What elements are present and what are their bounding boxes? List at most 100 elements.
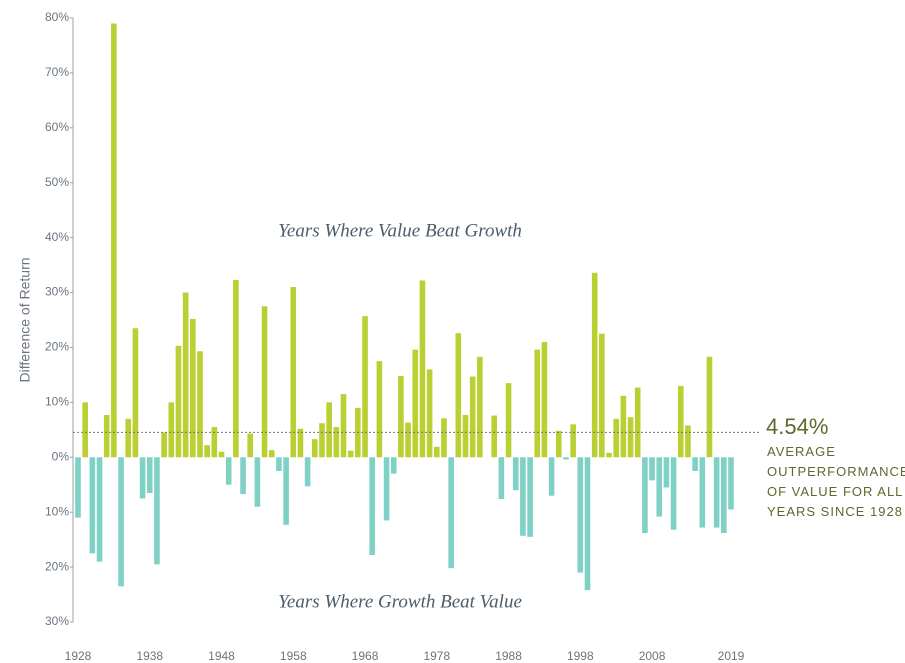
bar xyxy=(333,427,340,458)
bar xyxy=(139,457,146,499)
bar xyxy=(670,457,677,530)
bar xyxy=(599,333,605,458)
bar xyxy=(677,385,684,458)
y-tick-label: 30% xyxy=(45,285,69,299)
bar xyxy=(190,318,196,458)
bar xyxy=(82,402,88,458)
bar xyxy=(233,279,239,458)
bar xyxy=(383,457,390,521)
bar xyxy=(606,452,612,458)
bar xyxy=(721,457,727,534)
y-axis-label: Difference of Return xyxy=(17,257,33,382)
bar xyxy=(225,457,232,485)
x-tick-label: 1958 xyxy=(280,649,307,663)
bar xyxy=(369,457,376,556)
annotation: Years Where Value Beat Growth xyxy=(278,220,522,241)
y-tick-label: 10% xyxy=(45,395,69,409)
bar xyxy=(290,287,297,458)
x-tick-label: 1928 xyxy=(65,649,92,663)
y-tick-label: 30% xyxy=(45,614,69,628)
bar xyxy=(441,418,447,458)
y-tick-label: 80% xyxy=(45,10,69,24)
x-tick-label: 1988 xyxy=(495,649,522,663)
bar xyxy=(326,402,332,458)
bar xyxy=(713,457,720,528)
bar xyxy=(512,457,519,491)
bar xyxy=(312,439,318,458)
bar xyxy=(433,446,440,458)
bar xyxy=(455,333,462,458)
bar xyxy=(419,280,426,458)
y-tick-label: 10% xyxy=(45,504,69,518)
bar xyxy=(555,430,562,458)
x-tick-label: 1978 xyxy=(423,649,450,663)
average-label: 4.54% xyxy=(766,414,828,439)
annotation: Years Where Growth Beat Value xyxy=(278,591,522,612)
bar xyxy=(261,306,268,458)
bar xyxy=(426,369,433,458)
bar xyxy=(620,395,627,458)
bar xyxy=(376,361,383,458)
bar xyxy=(663,457,670,488)
bar xyxy=(728,457,734,510)
bar xyxy=(685,425,691,458)
bar xyxy=(584,457,591,591)
bar xyxy=(118,457,124,587)
bar xyxy=(211,427,218,458)
x-tick-label: 1938 xyxy=(136,649,163,663)
bar xyxy=(477,356,483,458)
y-tick-label: 60% xyxy=(45,120,69,134)
bar xyxy=(591,272,598,458)
bar xyxy=(498,457,505,500)
bar xyxy=(132,328,139,458)
bar xyxy=(297,428,304,458)
bar xyxy=(462,414,469,458)
bar xyxy=(276,457,282,471)
x-tick-label: 1948 xyxy=(208,649,235,663)
bar xyxy=(283,457,289,525)
bar xyxy=(469,376,476,458)
bar xyxy=(527,457,533,537)
bar xyxy=(656,457,663,517)
bar xyxy=(491,415,497,458)
bar xyxy=(448,457,454,569)
bar xyxy=(111,23,117,458)
bar xyxy=(627,417,634,458)
bar xyxy=(362,316,368,458)
bar xyxy=(412,349,419,458)
bar xyxy=(240,457,246,495)
y-tick-label: 70% xyxy=(45,65,69,79)
y-tick-label: 50% xyxy=(45,175,69,189)
bar xyxy=(103,414,110,458)
bar xyxy=(398,376,404,458)
bar xyxy=(649,457,655,481)
y-tick-label: 20% xyxy=(45,340,69,354)
bar xyxy=(505,383,512,458)
bar xyxy=(125,418,132,458)
bar xyxy=(390,457,397,474)
bar xyxy=(548,457,555,496)
bar xyxy=(247,433,254,458)
bar xyxy=(96,457,103,562)
bar xyxy=(706,356,713,458)
average-note: OUTPERFORMANCE xyxy=(767,464,905,479)
bar xyxy=(268,450,275,458)
bar xyxy=(642,457,648,534)
bar xyxy=(577,457,584,573)
bar xyxy=(520,457,526,536)
bar xyxy=(319,423,325,458)
y-tick-label: 40% xyxy=(45,230,69,244)
x-tick-label: 2008 xyxy=(639,649,666,663)
x-tick-label: 2019 xyxy=(718,649,745,663)
bar xyxy=(254,457,261,507)
bar xyxy=(570,424,576,458)
bar xyxy=(146,457,153,493)
bar xyxy=(154,457,160,565)
x-tick-label: 1998 xyxy=(567,649,594,663)
x-tick-label: 1968 xyxy=(352,649,379,663)
bar xyxy=(218,451,225,458)
bar xyxy=(634,387,641,458)
average-note: OF VALUE FOR ALL xyxy=(767,484,903,499)
bar xyxy=(75,457,81,518)
